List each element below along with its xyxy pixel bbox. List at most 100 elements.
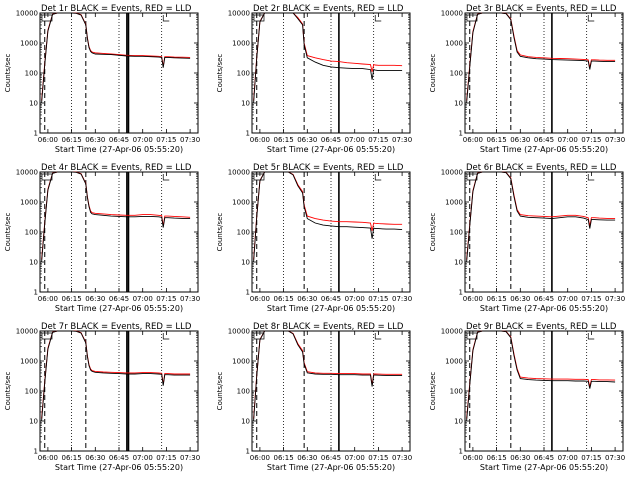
reference-lines bbox=[256, 331, 375, 451]
x-axis-label: Start Time (27-Apr-06 05:55:20) bbox=[267, 463, 395, 472]
x-tick-label: 06:15 bbox=[274, 136, 294, 144]
top-left-marker bbox=[466, 173, 478, 181]
y-tick-label: 1 bbox=[34, 289, 38, 297]
x-tick-label: 07:00 bbox=[133, 454, 153, 462]
x-tick-label: 06:30 bbox=[85, 295, 105, 303]
x-axis-label: Start Time (27-Apr-06 05:55:20) bbox=[55, 463, 183, 472]
x-tick-label: 07:00 bbox=[345, 295, 365, 303]
x-tick-label: 06:30 bbox=[510, 295, 530, 303]
y-tick-label: 10000 bbox=[441, 10, 463, 18]
corner-marker bbox=[374, 174, 382, 181]
panel-title: Det 4r BLACK = Events, RED = LLD bbox=[41, 163, 192, 173]
y-ticks: 1 10 100 1000 10000 bbox=[16, 169, 198, 297]
corner-marker bbox=[162, 15, 170, 22]
reference-lines bbox=[256, 13, 375, 133]
y-ticks: 1 10 100 1000 10000 bbox=[441, 10, 623, 138]
y-tick-label: 1 bbox=[246, 448, 250, 456]
y-tick-label: 10 bbox=[29, 100, 38, 108]
panel-title: Det 6r BLACK = Events, RED = LLD bbox=[466, 163, 617, 173]
x-tick-label: 06:45 bbox=[534, 136, 554, 144]
corner-marker bbox=[587, 174, 595, 181]
y-ticks: 1 10 100 1000 10000 bbox=[16, 10, 198, 138]
x-tick-label: 07:00 bbox=[558, 136, 578, 144]
y-tick-label: 1000 bbox=[445, 40, 463, 48]
y-tick-label: 10 bbox=[29, 418, 38, 426]
x-tick-label: 06:15 bbox=[62, 295, 82, 303]
top-left-marker bbox=[253, 332, 265, 340]
x-tick-label: 07:30 bbox=[180, 136, 200, 144]
panel-title: Det 2r BLACK = Events, RED = LLD bbox=[253, 4, 404, 14]
x-tick-label: 06:00 bbox=[463, 295, 483, 303]
y-tick-label: 10000 bbox=[441, 169, 463, 177]
x-tick-label: 06:45 bbox=[109, 136, 129, 144]
x-tick-label: 07:00 bbox=[133, 136, 153, 144]
y-tick-label: 1000 bbox=[20, 199, 38, 207]
x-tick-label: 06:30 bbox=[85, 454, 105, 462]
x-tick-label: 07:15 bbox=[581, 295, 601, 303]
y-tick-label: 100 bbox=[450, 70, 463, 78]
x-tick-label: 07:30 bbox=[392, 295, 412, 303]
panel-title: Det 5r BLACK = Events, RED = LLD bbox=[253, 163, 404, 173]
x-tick-label: 07:00 bbox=[558, 454, 578, 462]
reference-lines bbox=[44, 13, 163, 133]
y-ticks: 1 10 100 1000 10000 bbox=[441, 328, 623, 456]
y-tick-label: 1000 bbox=[20, 40, 38, 48]
detector-panel-8: Det 8r BLACK = Events, RED = LLD Counts/s… bbox=[216, 322, 412, 472]
x-axis-label: Start Time (27-Apr-06 05:55:20) bbox=[55, 145, 183, 154]
reference-lines bbox=[44, 172, 163, 292]
x-tick-label: 07:30 bbox=[392, 136, 412, 144]
x-tick-label: 07:30 bbox=[605, 454, 625, 462]
x-axis-label: Start Time (27-Apr-06 05:55:20) bbox=[55, 304, 183, 313]
y-axis-label: Counts/sec bbox=[4, 213, 12, 252]
y-tick-label: 1 bbox=[246, 130, 250, 138]
y-ticks: 1 10 100 1000 10000 bbox=[228, 10, 410, 138]
y-tick-label: 1 bbox=[34, 448, 38, 456]
series-line-events bbox=[253, 330, 403, 422]
x-tick-label: 06:00 bbox=[463, 454, 483, 462]
x-ticks: 06:00 06:15 06:30 06:45 07:00 07:15 07:30 bbox=[250, 172, 412, 303]
x-tick-label: 06:15 bbox=[487, 454, 507, 462]
x-axis-label: Start Time (27-Apr-06 05:55:20) bbox=[267, 304, 395, 313]
y-ticks: 1 10 100 1000 10000 bbox=[16, 328, 198, 456]
top-left-marker bbox=[41, 14, 53, 22]
y-tick-label: 100 bbox=[25, 388, 38, 396]
y-tick-label: 100 bbox=[237, 388, 250, 396]
detector-panel-2: Det 2r BLACK = Events, RED = LLD Counts/s… bbox=[216, 4, 412, 154]
x-tick-label: 06:15 bbox=[487, 136, 507, 144]
x-tick-label: 06:45 bbox=[321, 295, 341, 303]
reference-lines bbox=[256, 172, 375, 292]
y-tick-label: 10000 bbox=[16, 10, 38, 18]
corner-marker bbox=[587, 15, 595, 22]
series-line-events bbox=[466, 12, 616, 104]
top-left-marker bbox=[253, 14, 265, 22]
top-left-marker bbox=[253, 173, 265, 181]
y-tick-label: 1000 bbox=[232, 199, 250, 207]
x-tick-label: 06:00 bbox=[38, 454, 58, 462]
detector-panel-5: Det 5r BLACK = Events, RED = LLD Counts/s… bbox=[216, 163, 412, 313]
y-tick-label: 1000 bbox=[232, 40, 250, 48]
y-tick-label: 10 bbox=[29, 259, 38, 267]
x-tick-label: 06:15 bbox=[62, 454, 82, 462]
x-ticks: 06:00 06:15 06:30 06:45 07:00 07:15 07:30 bbox=[38, 13, 200, 144]
x-tick-label: 06:00 bbox=[38, 136, 58, 144]
y-tick-label: 1000 bbox=[445, 199, 463, 207]
x-tick-label: 07:00 bbox=[345, 136, 365, 144]
y-tick-label: 10 bbox=[241, 259, 250, 267]
series-line-events bbox=[253, 171, 403, 263]
x-tick-label: 07:30 bbox=[605, 136, 625, 144]
x-tick-label: 07:30 bbox=[180, 454, 200, 462]
x-tick-label: 07:15 bbox=[368, 454, 388, 462]
detector-panel-6: Det 6r BLACK = Events, RED = LLD Counts/s… bbox=[429, 163, 625, 313]
y-tick-label: 100 bbox=[450, 229, 463, 237]
series-line-events bbox=[41, 12, 191, 104]
y-tick-label: 100 bbox=[237, 229, 250, 237]
y-axis-label: Counts/sec bbox=[429, 372, 437, 411]
x-tick-label: 07:30 bbox=[180, 295, 200, 303]
reference-lines bbox=[469, 331, 588, 451]
series-line-events bbox=[466, 171, 616, 263]
x-tick-label: 07:15 bbox=[156, 295, 176, 303]
corner-marker bbox=[374, 333, 382, 340]
panel-title: Det 9r BLACK = Events, RED = LLD bbox=[466, 322, 617, 332]
